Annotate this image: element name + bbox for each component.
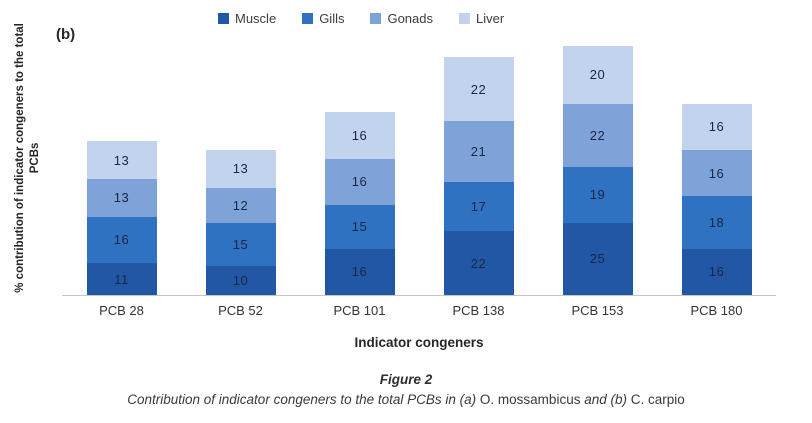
bar-segment-liver: 16 (324, 112, 395, 159)
legend-item-muscle: Muscle (218, 11, 276, 26)
figure-caption-text: Contribution of indicator congeners to t… (0, 392, 812, 407)
figure-caption: Figure 2 Contribution of indicator conge… (0, 372, 812, 407)
panel-label-b: (b) (56, 26, 76, 43)
data-label: 16 (351, 264, 368, 280)
bar-segment-muscle: 16 (324, 248, 395, 295)
legend: Muscle Gills Gonads Liver (218, 11, 504, 26)
bar-segment-gonads: 21 (443, 121, 514, 182)
bar-segment-liver: 22 (443, 57, 514, 122)
bar-segment-gills: 15 (205, 222, 276, 266)
bar-segment-gonads: 22 (562, 103, 633, 168)
data-label: 19 (589, 187, 606, 203)
data-label: 16 (708, 119, 725, 135)
bar-segment-gonads: 12 (205, 187, 276, 223)
data-label: 22 (470, 255, 487, 271)
data-label: 22 (470, 81, 487, 97)
bar-segment-liver: 20 (562, 45, 633, 104)
data-label: 12 (232, 197, 249, 213)
data-label: 16 (113, 232, 130, 248)
bar-segment-gonads: 16 (681, 150, 752, 197)
category-label: PCB 180 (690, 303, 743, 318)
data-label: 18 (708, 215, 725, 231)
bar-segment-gills: 19 (562, 167, 633, 223)
stacked-bar: 16 16 18 16 (681, 103, 752, 295)
bar-segment-gills: 16 (86, 216, 157, 264)
bar-segment-muscle: 25 (562, 222, 633, 295)
category-label: PCB 52 (218, 303, 263, 318)
bar-column: 22 21 17 22 (419, 0, 538, 295)
legend-item-gonads: Gonads (370, 11, 433, 26)
data-label: 13 (232, 161, 249, 177)
legend-label: Muscle (235, 11, 277, 26)
figure-caption-title: Figure 2 (379, 372, 433, 387)
category-label: PCB 101 (333, 303, 386, 318)
data-label: 16 (351, 128, 368, 144)
legend-label: Liver (476, 11, 505, 26)
data-label: 25 (589, 251, 606, 267)
category-axis-labels: PCB 28 PCB 52 PCB 101 PCB 138 PCB 153 PCB 180 (62, 303, 776, 318)
y-axis-title-line1: % contribution of indicator congeners to… (14, 23, 27, 293)
data-label: 15 (351, 219, 368, 235)
caption-part: Contribution of indicator congeners to t… (127, 392, 480, 407)
category-label: PCB 153 (571, 303, 624, 318)
bar-segment-muscle: 10 (205, 266, 276, 295)
y-axis-title-line2: PCBs (29, 142, 41, 174)
bar-segment-gills: 17 (443, 181, 514, 232)
legend-swatch-icon (459, 13, 471, 24)
bar-column: 13 13 16 11 (62, 0, 181, 295)
legend-swatch-icon (218, 13, 229, 24)
bar-segment-liver: 13 (205, 150, 276, 188)
data-label: 16 (708, 264, 725, 280)
stacked-bar: 16 16 15 16 (324, 112, 395, 295)
data-label: 11 (114, 271, 129, 287)
data-label: 17 (470, 199, 487, 215)
bar-segment-liver: 13 (86, 141, 157, 180)
legend-label: Gonads (387, 11, 434, 26)
bar-segment-gonads: 16 (324, 158, 395, 206)
data-label: 20 (589, 67, 606, 83)
data-label: 21 (470, 143, 487, 159)
data-label: 22 (589, 128, 606, 143)
stacked-bar: 13 13 16 11 (86, 141, 157, 295)
data-label: 13 (113, 152, 130, 168)
bar-segment-gonads: 13 (86, 179, 157, 217)
bar-segment-gills: 15 (324, 205, 395, 249)
caption-part: and (b) (580, 392, 631, 407)
bar-column: 16 16 18 16 (657, 0, 776, 295)
bar-segment-muscle: 16 (681, 248, 752, 295)
data-label: 16 (351, 174, 368, 190)
legend-swatch-icon (302, 13, 314, 24)
y-axis-title: % contribution of indicator congeners to… (13, 8, 43, 308)
stacked-bar: 22 21 17 22 (443, 57, 514, 295)
legend-swatch-icon (370, 13, 382, 24)
category-label: PCB 28 (99, 303, 144, 318)
bar-segment-gills: 18 (681, 196, 752, 249)
caption-species-b: C. carpio (630, 392, 685, 407)
bar-segment-muscle: 22 (443, 231, 514, 295)
caption-species-a: O. mossambicus (479, 392, 581, 407)
stacked-bar: 13 12 15 10 (205, 150, 276, 295)
x-axis-title: Indicator congeners (354, 335, 484, 350)
data-label: 13 (113, 190, 130, 206)
stacked-bar: 20 22 19 25 (562, 45, 633, 295)
bar-column: 16 16 15 16 (300, 0, 419, 295)
legend-item-liver: Liver (459, 11, 504, 26)
data-label: 15 (232, 236, 249, 252)
data-label: 16 (708, 165, 725, 181)
legend-label: Gills (319, 11, 345, 26)
category-label: PCB 138 (452, 303, 505, 318)
plot-area: 13 13 16 11 13 12 15 10 16 16 15 16 22 21 17 22 20 22 19 25… (62, 0, 776, 296)
bar-column: 13 12 15 10 (181, 0, 300, 295)
data-label: 10 (232, 273, 249, 288)
legend-item-gills: Gills (302, 11, 344, 26)
bar-segment-liver: 16 (681, 103, 752, 151)
bar-column: 20 22 19 25 (538, 0, 657, 295)
bar-segment-muscle: 11 (86, 263, 157, 295)
